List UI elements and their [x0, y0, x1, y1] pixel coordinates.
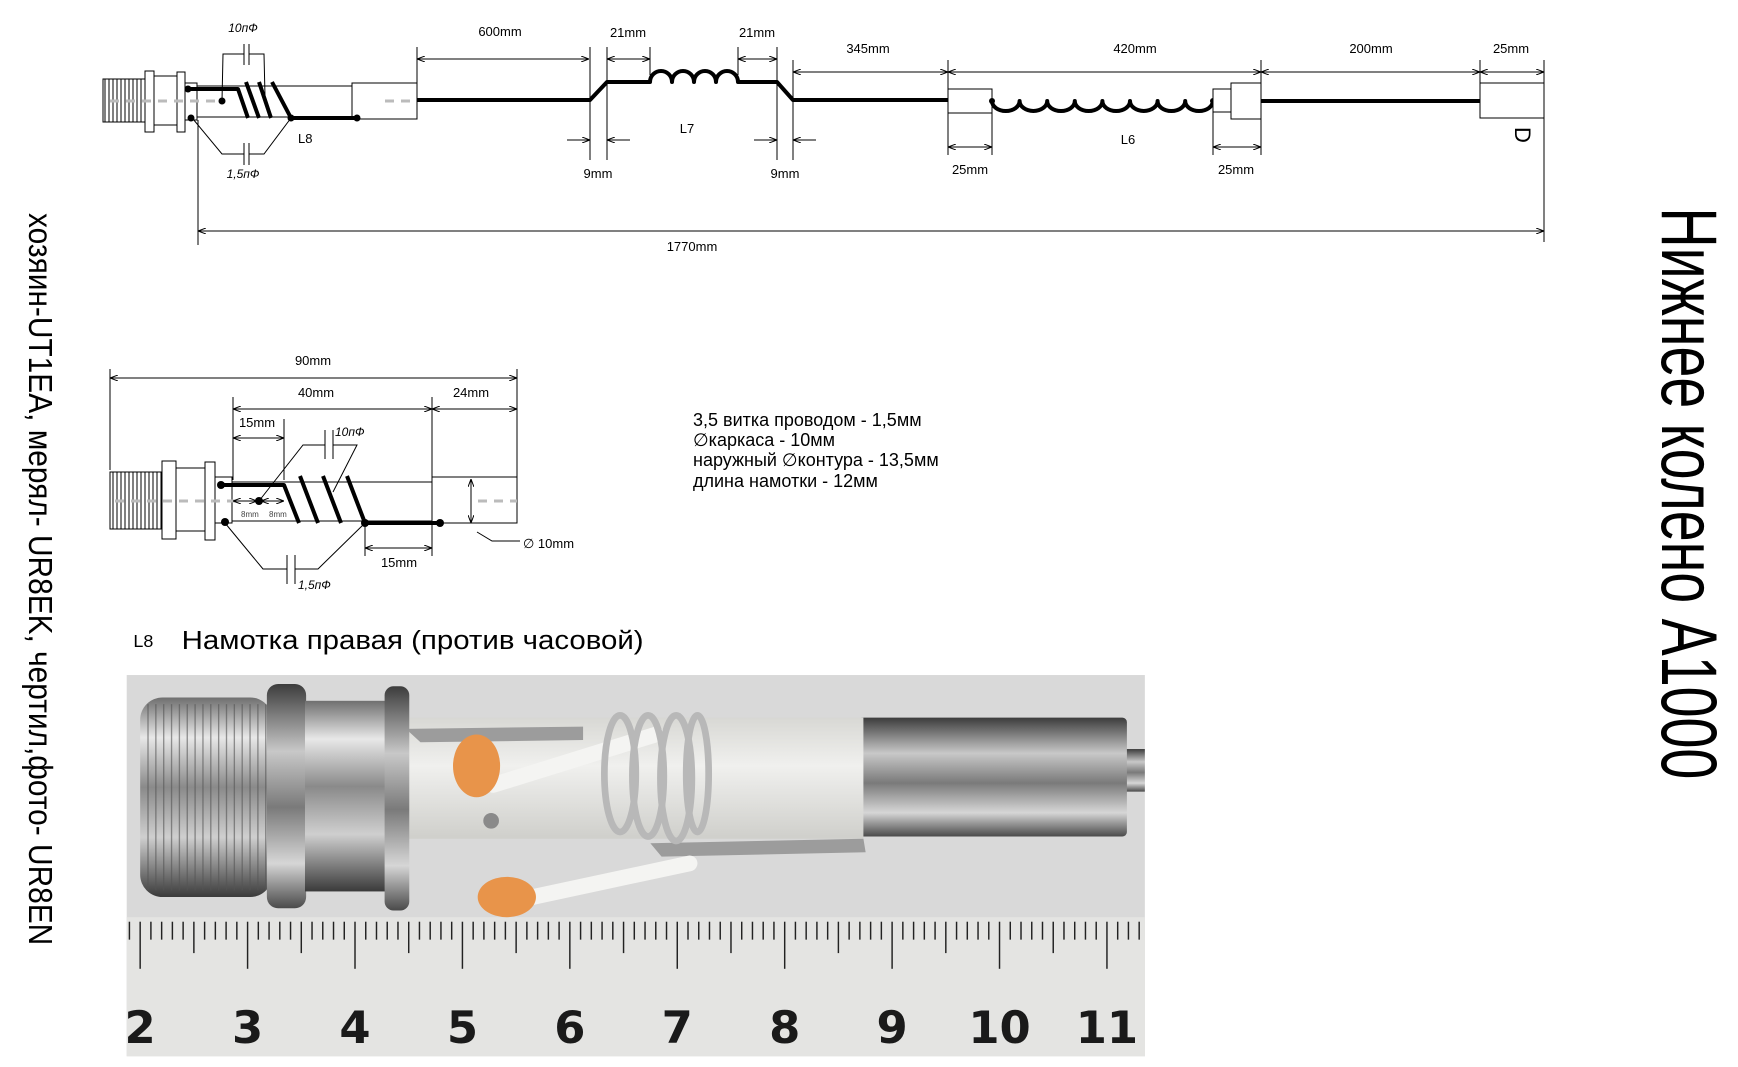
solder-joint	[483, 812, 499, 829]
coil-l8-turns	[244, 81, 357, 120]
ruler-number: 4	[339, 1001, 370, 1054]
junction-dot	[989, 98, 995, 104]
dim-345-label: 345mm	[846, 41, 889, 56]
main-dimension-lines	[197, 47, 1545, 245]
coil-l6	[990, 99, 1215, 113]
capacitor-10pf	[453, 734, 501, 798]
dim-8-left-label: 8mm	[241, 510, 259, 519]
dim-15-bottom-label: 15mm	[381, 555, 417, 570]
l6-sleeve-right	[1212, 88, 1232, 113]
dim-21-right-label: 21mm	[739, 25, 775, 40]
spec-line: длина намотки - 12мм	[693, 471, 878, 491]
dim-9-right-label: 9mm	[771, 166, 800, 181]
l6-sleeve-left	[947, 88, 993, 114]
end-mark-label: D	[1510, 127, 1535, 143]
junction-dot	[436, 519, 444, 527]
coil-l8-lead	[188, 87, 250, 119]
coil-specs: 3,5 витка проводом - 1,5мм ∅каркаса - 10…	[693, 410, 939, 491]
coil-l7-label: L7	[680, 121, 694, 136]
thread-lines	[147, 704, 267, 891]
ruler-ticks	[128, 921, 1140, 969]
capacitor-1-5pf	[477, 876, 536, 918]
dim-25-l6-right-label: 25mm	[1218, 162, 1254, 177]
coil-lead	[221, 483, 301, 524]
cap-top-label: 10пФ	[335, 425, 365, 439]
coil-l8-photo	[601, 712, 713, 845]
coil-l6-label: L6	[1121, 132, 1135, 147]
dim-40-label: 40mm	[298, 385, 334, 400]
connector-thread	[102, 78, 146, 123]
ruler-number: 7	[662, 1001, 693, 1054]
credits: хозяин-UT1EA, мерял- UR8EK, чертил,фото-…	[21, 213, 58, 945]
assembly-photo: 2 3 4 5 6 7 8 9 10 11	[125, 675, 1145, 1057]
diameter-leader	[476, 531, 520, 542]
ruler-number: 10	[968, 1001, 1030, 1054]
ruler-number: 6	[554, 1001, 585, 1054]
spec-line: 3,5 витка проводом - 1,5мм	[693, 410, 922, 430]
main-diagram: 10пФ 1,5пФ L8 L7 L6 D 600mm 21mm 21mm 34…	[102, 21, 1545, 254]
junction-dot	[217, 481, 225, 489]
dim-25-end-label: 25mm	[1493, 41, 1529, 56]
cap-top-label: 10пФ	[228, 21, 258, 35]
ruler	[126, 917, 1145, 1057]
ruler-number: 8	[769, 1001, 800, 1054]
ruler-number: 3	[232, 1001, 263, 1054]
junction-dot	[353, 114, 361, 122]
metal-sleeve	[857, 717, 1127, 837]
detail-dimension-lines	[109, 369, 518, 556]
diameter-label: ∅ 10mm	[523, 536, 574, 551]
cap-bottom-label: 1,5пФ	[298, 578, 331, 592]
junction-dot	[184, 85, 192, 93]
coil-l7-line	[417, 69, 948, 102]
insulated-wire	[524, 855, 698, 905]
connector-flange	[384, 686, 410, 911]
connector-thread	[140, 697, 273, 898]
spec-line: ∅каркаса - 10мм	[693, 430, 835, 450]
capacitor-1-5pf-symbol	[192, 117, 292, 165]
bracket	[405, 726, 866, 857]
insulated-wire	[485, 726, 664, 793]
spec-line: наружный ∅контура - 13,5мм	[693, 450, 939, 470]
l6-sleeve-right-outer	[1230, 82, 1262, 120]
tube-sleeve	[431, 476, 518, 524]
capacitor-10pf-symbol	[258, 430, 358, 502]
ruler-number: 2	[125, 1001, 156, 1054]
coil-turns	[298, 475, 440, 525]
end-cap	[1479, 82, 1545, 119]
dim-8-right-label: 8mm	[269, 510, 287, 519]
dim-25-l6-left-label: 25mm	[952, 162, 988, 177]
dim-21-left-label: 21mm	[610, 25, 646, 40]
dim-420-label: 420mm	[1113, 41, 1156, 56]
ruler-number: 9	[877, 1001, 908, 1054]
connector-body	[304, 700, 390, 892]
dim-24-label: 24mm	[453, 385, 489, 400]
dim-9-left-label: 9mm	[584, 166, 613, 181]
junction-dot	[187, 114, 195, 122]
dim-15-top-label: 15mm	[239, 415, 275, 430]
dim-total-label: 1770mm	[667, 239, 718, 254]
coil-l8-label: L8	[298, 131, 312, 146]
cap-bottom-label: 1,5пФ	[227, 167, 260, 181]
caption-coil-label: L8	[133, 631, 153, 651]
connector-flange	[266, 683, 307, 909]
dim-600-label: 600mm	[478, 24, 521, 39]
capacitor-1-5pf-symbol	[224, 522, 366, 584]
caption-text: Намотка правая (против часовой)	[182, 627, 644, 655]
dim-90-label: 90mm	[295, 353, 331, 368]
dim-200-label: 200mm	[1349, 41, 1392, 56]
capacitor-10pf-symbol	[221, 44, 266, 102]
detail-diagram: 90mm 40mm 24mm 15mm 15mm 8mm 8mm 10пФ 1,…	[109, 353, 574, 592]
page-title: Нижнее колено А1000	[1645, 207, 1733, 779]
ruler-numbers: 2 3 4 5 6 7 8 9 10 11	[125, 1001, 1139, 1054]
ruler-number: 5	[447, 1001, 478, 1054]
ruler-number: 11	[1076, 1001, 1138, 1054]
junction-dot	[221, 518, 229, 526]
connector-pin	[1124, 749, 1145, 792]
